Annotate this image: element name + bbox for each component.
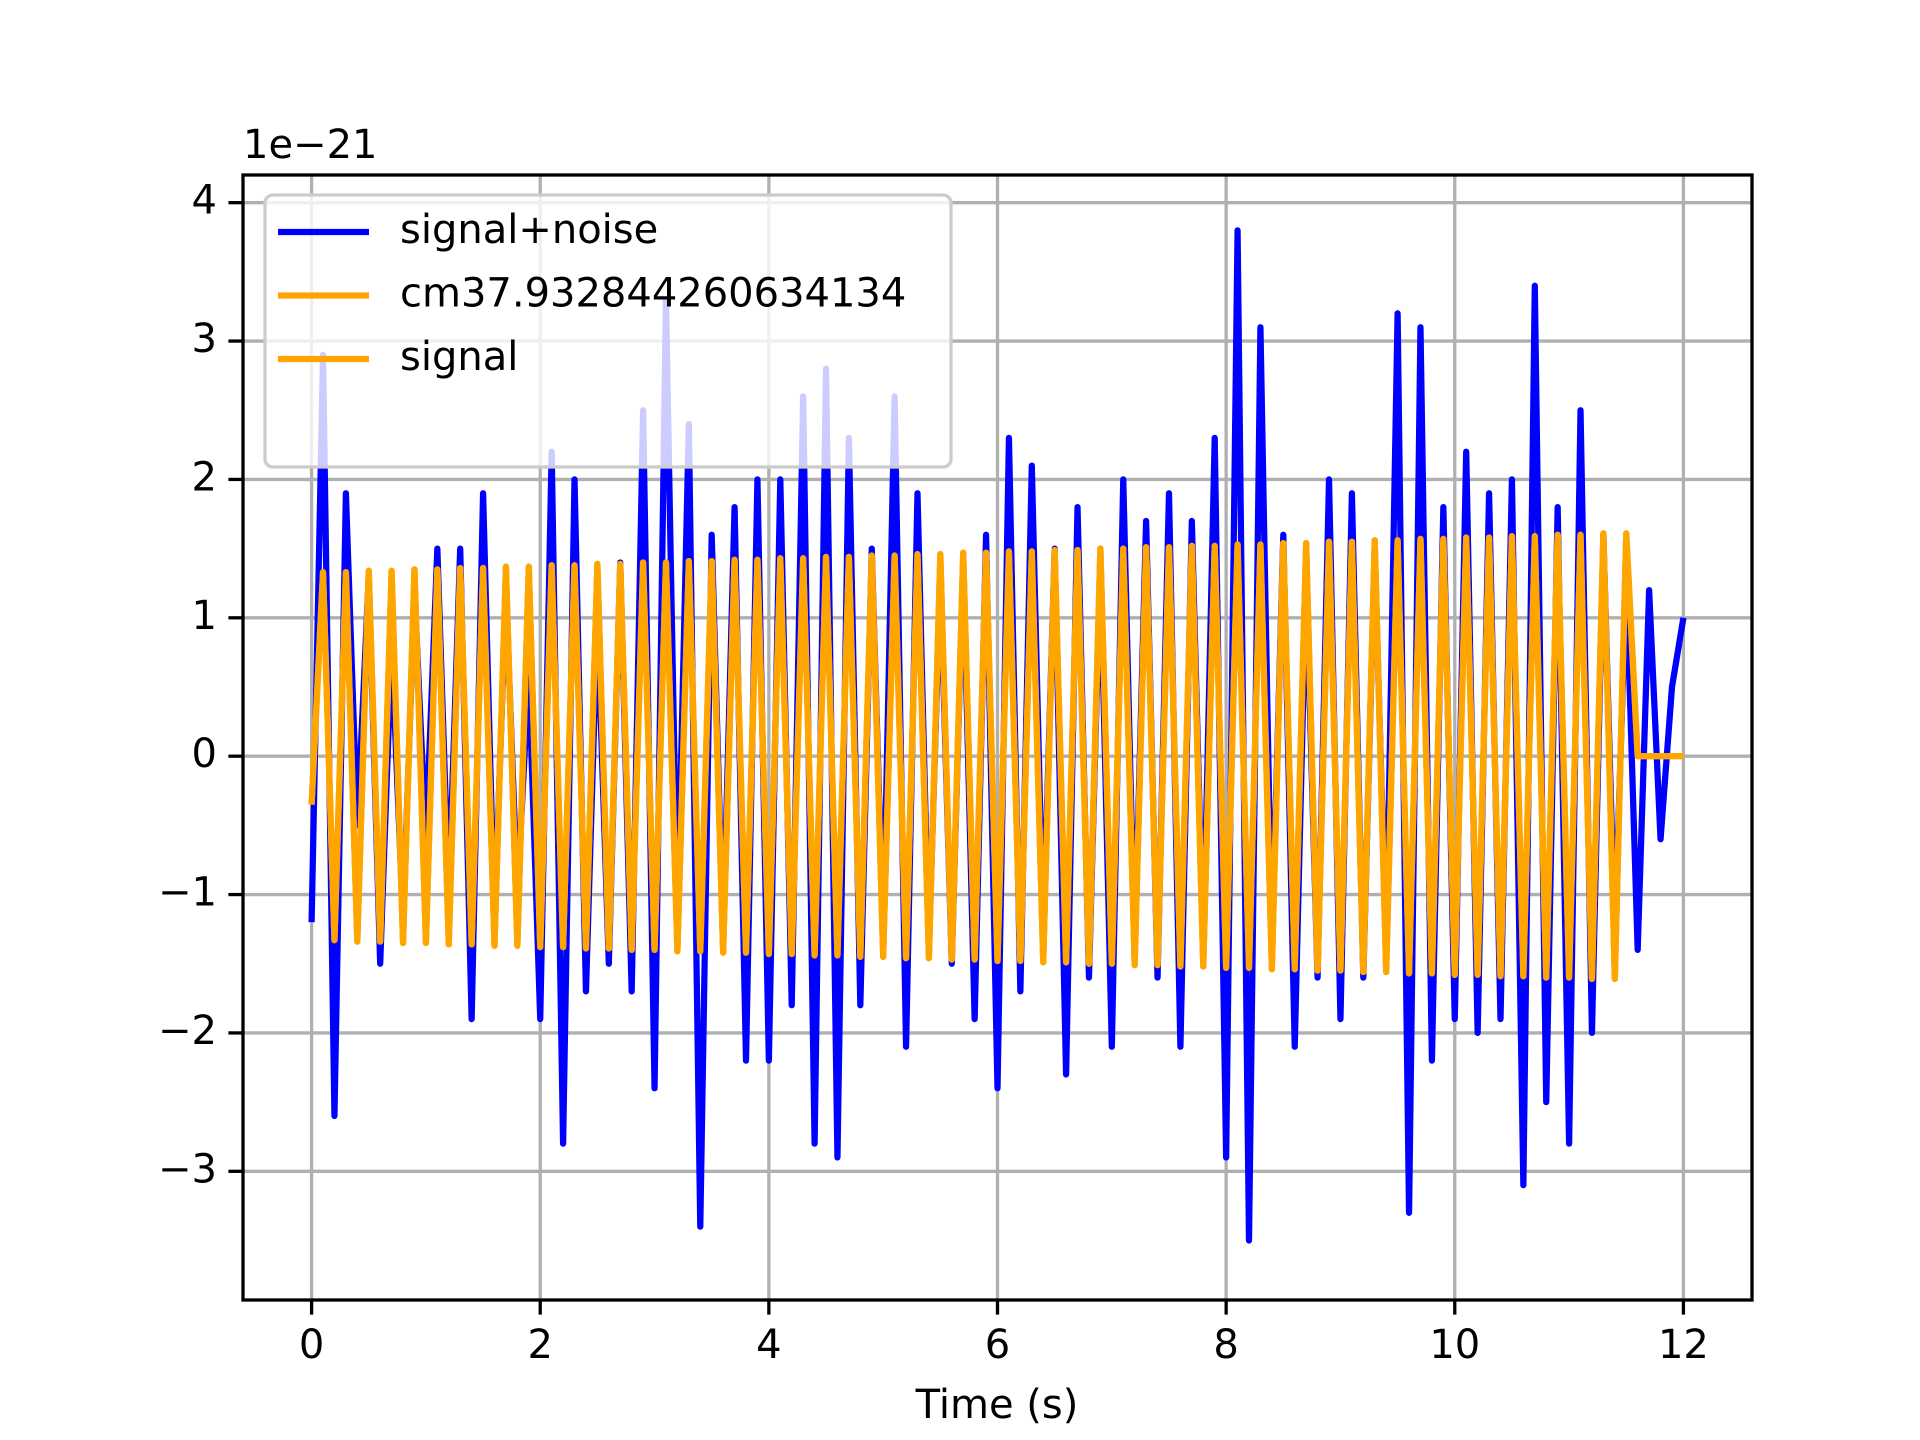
x-tick-label: 4 xyxy=(756,1322,781,1368)
offset-text: 1e−21 xyxy=(243,122,377,168)
x-axis-label: Time (s) xyxy=(915,1382,1079,1428)
x-tick-label: 10 xyxy=(1429,1322,1480,1368)
legend-label: cm37.932844260634134 xyxy=(400,271,906,317)
y-tick-label: −3 xyxy=(158,1146,217,1192)
y-tick-label: 4 xyxy=(192,178,217,224)
legend-label: signal xyxy=(400,334,518,380)
x-tick-label: 2 xyxy=(528,1322,553,1368)
plot-area xyxy=(308,227,1687,1244)
x-tick-label: 8 xyxy=(1213,1322,1238,1368)
series-line xyxy=(308,530,1684,983)
y-tick-label: −1 xyxy=(158,870,217,916)
y-tick-label: 2 xyxy=(192,454,217,500)
x-tick-label: 0 xyxy=(299,1322,324,1368)
y-tick-label: −2 xyxy=(158,1008,217,1054)
x-tick-label: 12 xyxy=(1658,1322,1709,1368)
series-line xyxy=(308,227,1687,1244)
y-tick-label: 3 xyxy=(192,316,217,362)
legend-box xyxy=(263,193,953,469)
x-tick-label: 6 xyxy=(985,1322,1010,1368)
legend-label: signal+noise xyxy=(400,207,658,253)
y-tick-label: 1 xyxy=(192,593,217,639)
axes-frame xyxy=(241,173,1754,1302)
y-tick-label: 0 xyxy=(192,731,217,777)
